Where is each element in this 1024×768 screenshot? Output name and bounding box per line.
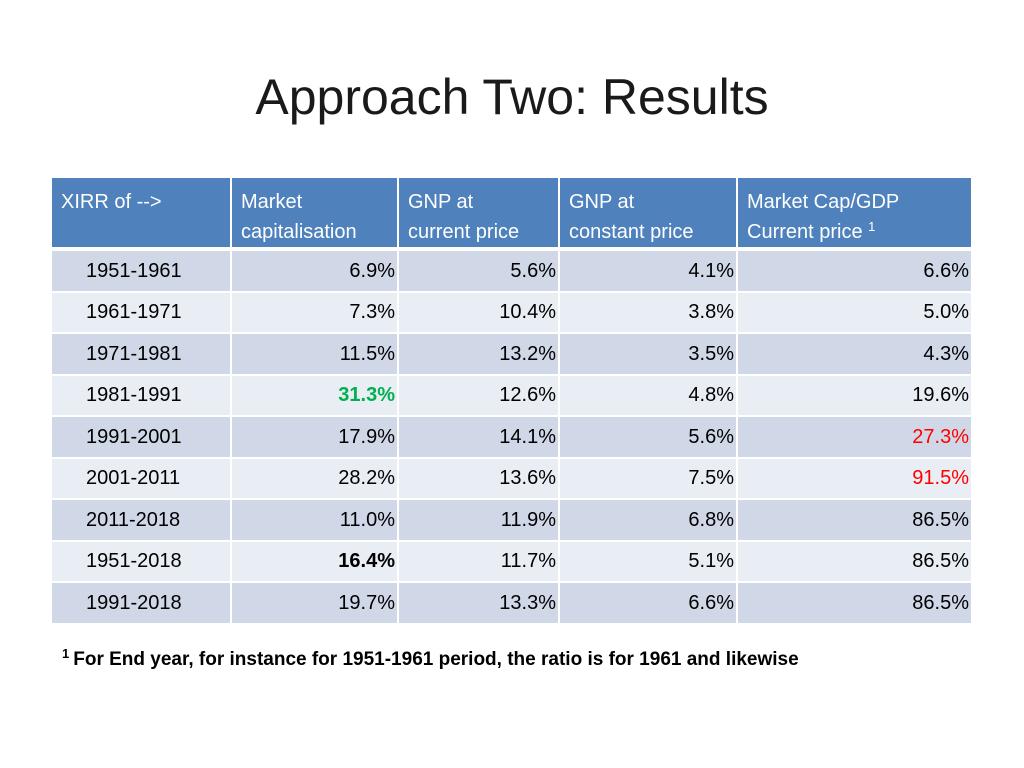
header-mcap-gdp: Market Cap/GDP Current price 1 <box>738 178 971 251</box>
gnp-current-cell: 5.6% <box>399 251 560 293</box>
period-cell: 1991-2018 <box>52 583 232 625</box>
gnp-constant-cell: 4.8% <box>560 375 738 417</box>
gnp-constant-cell: 3.5% <box>560 334 738 376</box>
gnp-constant-cell: 6.6% <box>560 583 738 625</box>
mcap-gdp-cell: 4.3% <box>738 334 971 376</box>
gnp-current-cell: 11.7% <box>399 541 560 583</box>
gnp-current-cell: 12.6% <box>399 375 560 417</box>
table-row: 1951-2018 16.4% 11.7% 5.1% 86.5% <box>52 541 971 583</box>
mcap-gdp-cell: 86.5% <box>738 583 971 625</box>
period-cell: 1981-1991 <box>52 375 232 417</box>
market-cap-cell-highlight: 31.3% <box>232 375 399 417</box>
header-mcap-gdp-footnote-marker: 1 <box>868 219 876 234</box>
mcap-gdp-cell: 86.5% <box>738 541 971 583</box>
header-market-cap: Market capitalisation <box>232 178 399 251</box>
gnp-constant-cell: 5.1% <box>560 541 738 583</box>
header-market-cap-line2: capitalisation <box>241 221 357 243</box>
table-row: 2001-2011 28.2% 13.6% 7.5% 91.5% <box>52 458 971 500</box>
mcap-gdp-cell: 86.5% <box>738 500 971 542</box>
slide-title: Approach Two: Results <box>255 69 769 125</box>
market-cap-cell: 17.9% <box>232 417 399 459</box>
footnote: 1 For End year, for instance for 1951-196… <box>62 646 799 671</box>
market-cap-cell: 7.3% <box>232 292 399 334</box>
table-row: 2011-2018 11.0% 11.9% 6.8% 86.5% <box>52 500 971 542</box>
gnp-current-cell: 13.6% <box>399 458 560 500</box>
gnp-constant-cell: 6.8% <box>560 500 738 542</box>
header-gnp-constant-line2: constant price <box>569 221 694 243</box>
header-mcap-gdp-line2: Current price <box>747 221 863 243</box>
gnp-constant-cell: 7.5% <box>560 458 738 500</box>
period-cell: 2011-2018 <box>52 500 232 542</box>
header-market-cap-line1: Market <box>241 191 303 213</box>
gnp-current-cell: 13.2% <box>399 334 560 376</box>
market-cap-cell-bold: 16.4% <box>232 541 399 583</box>
gnp-current-cell: 14.1% <box>399 417 560 459</box>
mcap-gdp-cell: 19.6% <box>738 375 971 417</box>
header-gnp-current-line2: current price <box>408 221 520 243</box>
gnp-current-cell: 10.4% <box>399 292 560 334</box>
mcap-gdp-cell: 5.0% <box>738 292 971 334</box>
header-gnp-current: GNP at current price <box>399 178 560 251</box>
table-row: 1971-1981 11.5% 13.2% 3.5% 4.3% <box>52 334 971 376</box>
period-cell: 1961-1971 <box>52 292 232 334</box>
gnp-constant-cell: 5.6% <box>560 417 738 459</box>
market-cap-cell: 19.7% <box>232 583 399 625</box>
market-cap-cell: 6.9% <box>232 251 399 293</box>
gnp-current-cell: 13.3% <box>399 583 560 625</box>
header-gnp-current-line1: GNP at <box>408 191 474 213</box>
gnp-constant-cell: 4.1% <box>560 251 738 293</box>
header-xirr: XIRR of --> <box>52 178 232 251</box>
header-xirr-line1: XIRR of --> <box>61 191 162 213</box>
gnp-constant-cell: 3.8% <box>560 292 738 334</box>
footnote-marker: 1 <box>62 646 70 661</box>
market-cap-cell: 11.0% <box>232 500 399 542</box>
market-cap-cell: 11.5% <box>232 334 399 376</box>
period-cell: 1991-2001 <box>52 417 232 459</box>
table-row: 1981-1991 31.3% 12.6% 4.8% 19.6% <box>52 375 971 417</box>
gnp-current-cell: 11.9% <box>399 500 560 542</box>
period-cell: 1951-2018 <box>52 541 232 583</box>
header-row: XIRR of --> Market capitalisation GNP at… <box>52 178 971 251</box>
market-cap-cell: 28.2% <box>232 458 399 500</box>
table-row: 1991-2018 19.7% 13.3% 6.6% 86.5% <box>52 583 971 625</box>
table-row: 1951-1961 6.9% 5.6% 4.1% 6.6% <box>52 251 971 293</box>
table-row: 1961-1971 7.3% 10.4% 3.8% 5.0% <box>52 292 971 334</box>
footnote-text: For End year, for instance for 1951-1961… <box>73 649 799 670</box>
mcap-gdp-cell-highlight: 27.3% <box>738 417 971 459</box>
mcap-gdp-cell: 6.6% <box>738 251 971 293</box>
period-cell: 1971-1981 <box>52 334 232 376</box>
header-gnp-constant-line1: GNP at <box>569 191 635 213</box>
mcap-gdp-cell-highlight: 91.5% <box>738 458 971 500</box>
period-cell: 1951-1961 <box>52 251 232 293</box>
results-table: XIRR of --> Market capitalisation GNP at… <box>52 178 971 625</box>
table-row: 1991-2001 17.9% 14.1% 5.6% 27.3% <box>52 417 971 459</box>
header-gnp-constant: GNP at constant price <box>560 178 738 251</box>
period-cell: 2001-2011 <box>52 458 232 500</box>
header-mcap-gdp-line1: Market Cap/GDP <box>747 191 900 213</box>
